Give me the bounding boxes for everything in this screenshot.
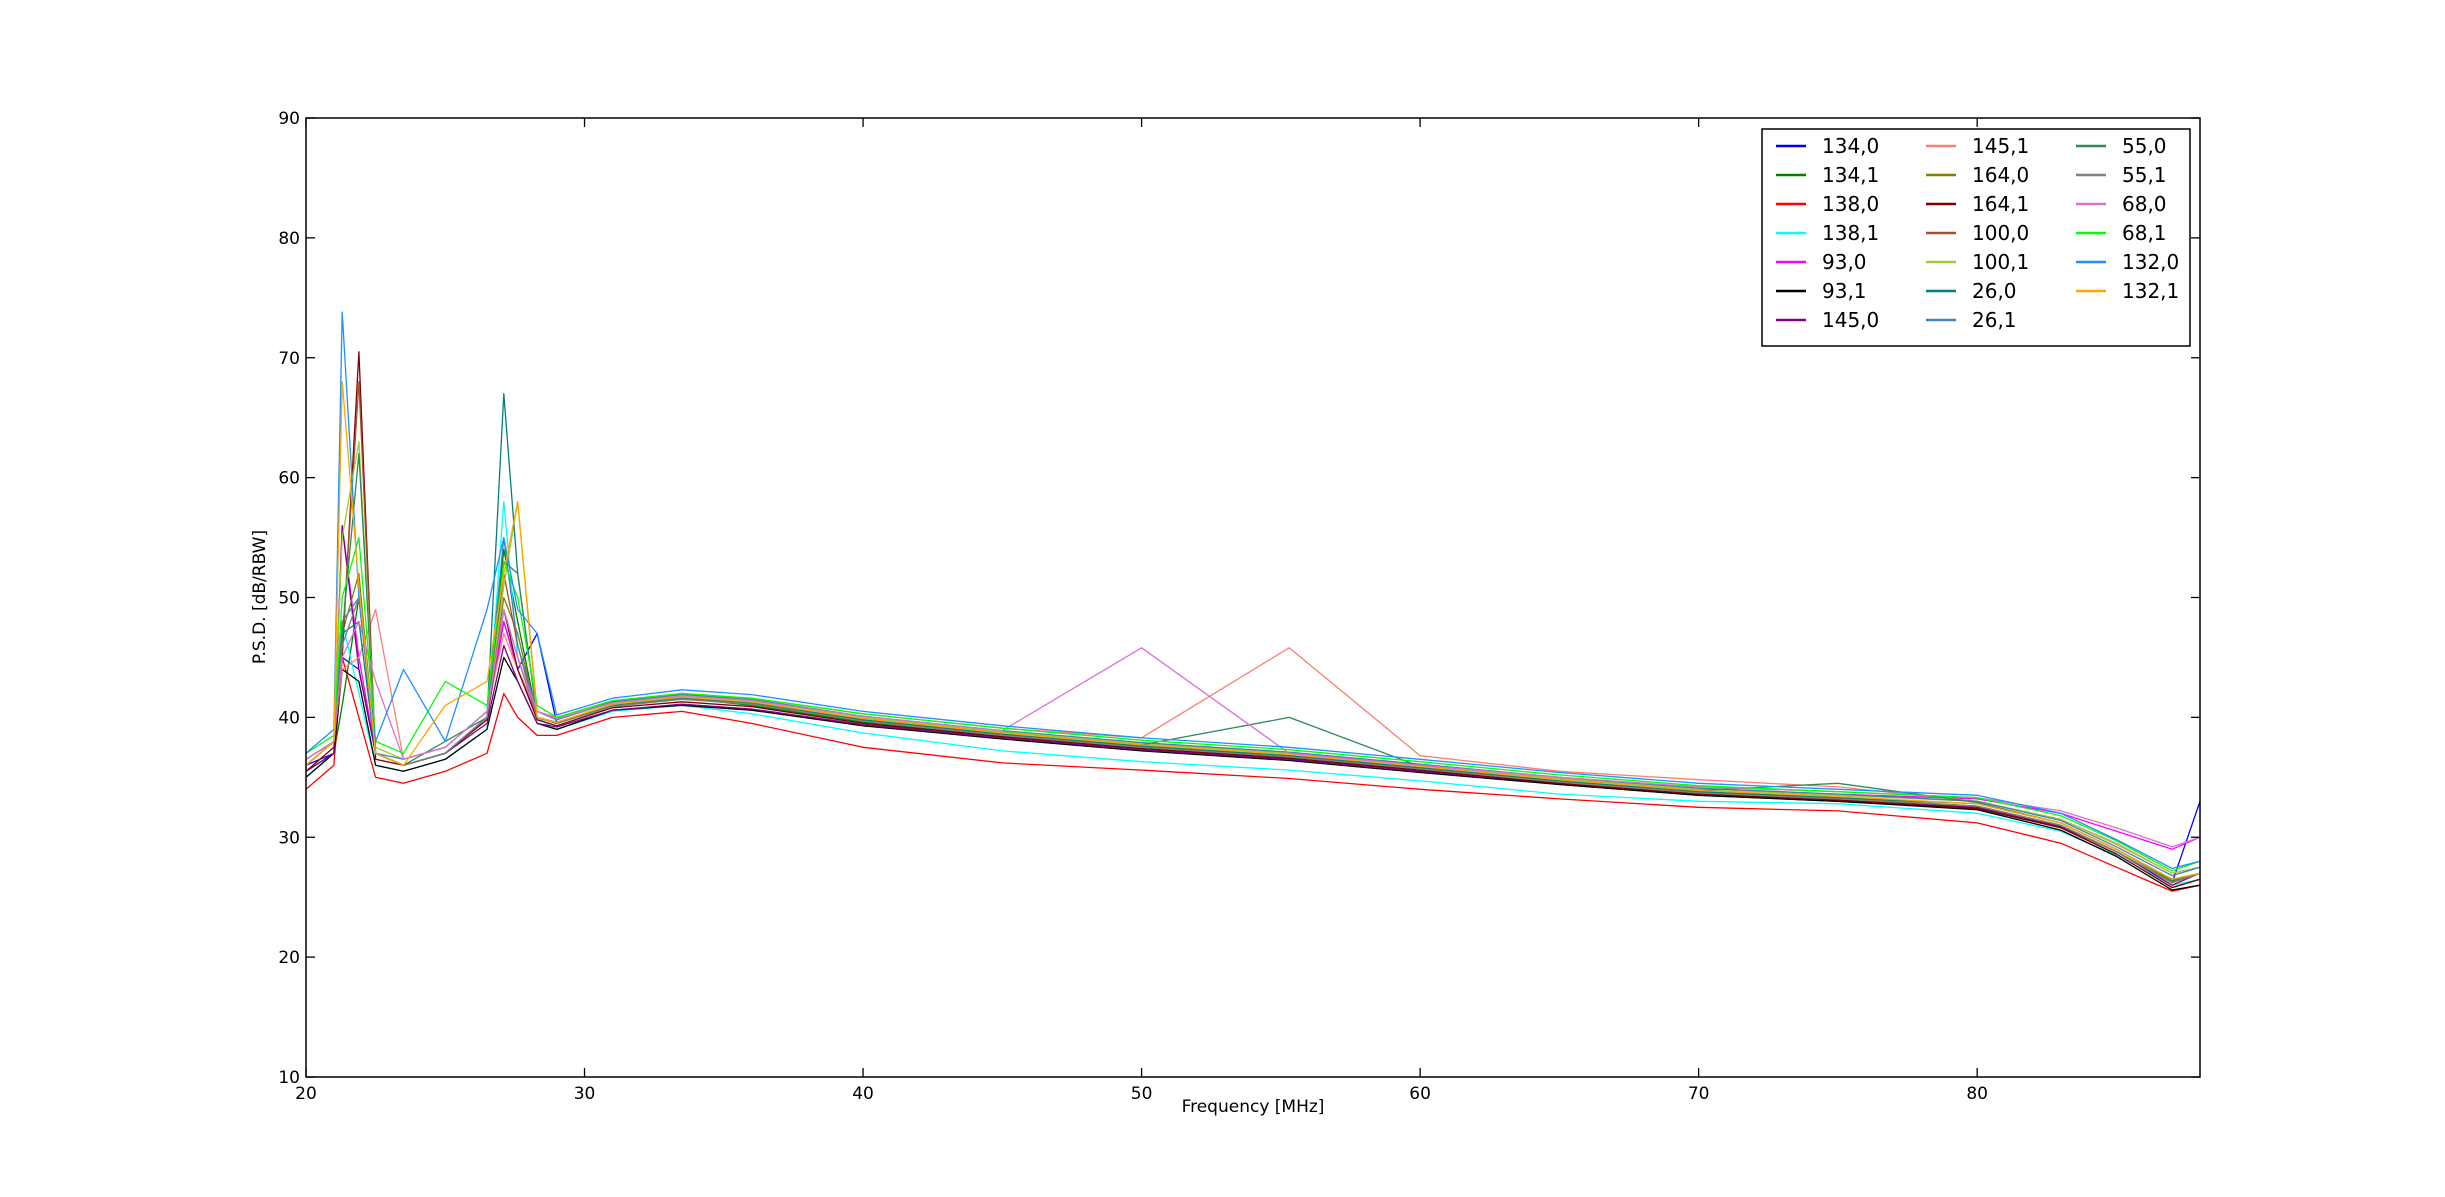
x-tick-label: 80	[1966, 1084, 1988, 1104]
x-tick-label: 70	[1688, 1084, 1710, 1104]
legend-label: 134,0	[1822, 134, 1879, 158]
legend-label: 132,0	[2122, 250, 2179, 274]
legend-label: 68,0	[2122, 192, 2167, 216]
plot-area	[305, 311, 2201, 892]
legend-label: 55,0	[2122, 134, 2167, 158]
y-tick-label: 40	[278, 708, 300, 728]
series-line	[305, 536, 2201, 877]
series-line	[305, 656, 2201, 891]
legend-label: 93,1	[1822, 279, 1867, 303]
y-tick-label: 90	[278, 109, 300, 129]
y-tick-label: 80	[278, 229, 300, 249]
legend-box	[1761, 128, 2191, 347]
x-axis-label: Frequency [MHz]	[1182, 1097, 1325, 1117]
series-line	[305, 656, 2201, 892]
legend-label: 68,1	[2122, 221, 2167, 245]
y-tick-label: 30	[278, 828, 300, 848]
y-tick-label: 50	[278, 589, 300, 609]
legend-label: 164,1	[1972, 192, 2029, 216]
legend-label: 164,0	[1972, 163, 2029, 187]
x-tick-label: 40	[852, 1084, 874, 1104]
series-line	[305, 351, 2201, 889]
legend-label: 100,0	[1972, 221, 2029, 245]
y-tick-label: 20	[278, 948, 300, 968]
x-tick-label: 50	[1131, 1084, 1153, 1104]
legend-label: 138,1	[1822, 221, 1879, 245]
series-line	[305, 536, 2201, 872]
legend-label: 26,0	[1972, 279, 2017, 303]
series-line	[305, 311, 2201, 870]
series-line	[305, 381, 2201, 880]
legend-label: 100,1	[1972, 250, 2029, 274]
legend-label: 145,1	[1972, 134, 2029, 158]
legend-label: 132,1	[2122, 279, 2179, 303]
legend-label: 138,0	[1822, 192, 1879, 216]
y-tick-label: 10	[278, 1068, 300, 1088]
legend-label: 134,1	[1822, 163, 1879, 187]
y-axis-label: P.S.D. [dB/RBW]	[250, 530, 270, 664]
x-tick-label: 60	[1409, 1084, 1431, 1104]
legend-label: 26,1	[1972, 308, 2017, 332]
y-tick-label: 60	[278, 469, 300, 489]
legend-label: 93,0	[1822, 250, 1867, 274]
x-tick-label: 30	[574, 1084, 596, 1104]
y-tick-label: 70	[278, 349, 300, 369]
legend-label: 55,1	[2122, 163, 2167, 187]
legend-label: 145,0	[1822, 308, 1879, 332]
x-tick-label: 20	[295, 1084, 317, 1104]
